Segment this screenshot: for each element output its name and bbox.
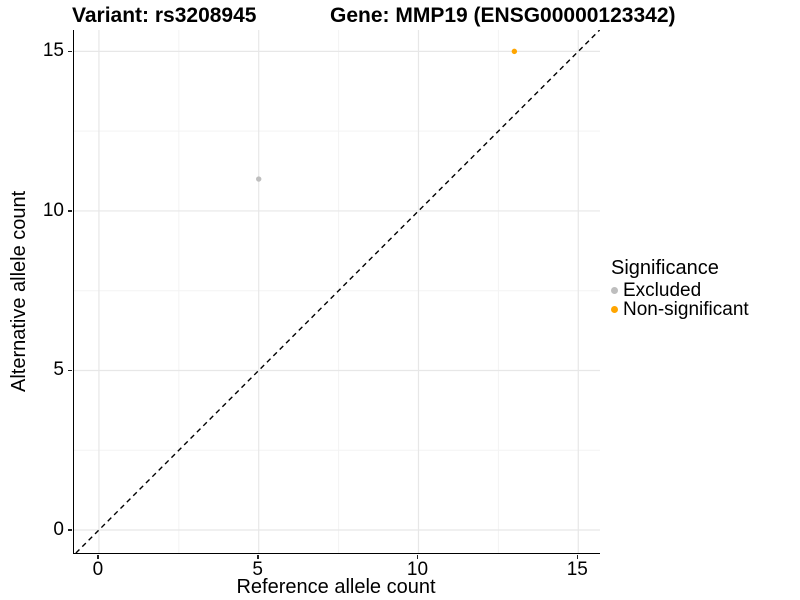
- legend-item-label: Excluded: [623, 280, 702, 301]
- excluded-swatch-icon: [611, 287, 618, 294]
- identity-dashed-line: [75, 30, 600, 553]
- data-point-non-significant: [511, 48, 518, 55]
- y-tick-label: 10: [42, 199, 64, 221]
- x-tick-mark: [257, 554, 259, 559]
- plot-panel: [73, 30, 600, 554]
- x-axis-title: Reference allele count: [236, 576, 436, 598]
- non-significant-swatch-icon: [611, 306, 618, 313]
- y-tick-mark: [67, 210, 72, 212]
- y-tick-label: 15: [42, 40, 64, 62]
- data-point-excluded: [256, 176, 262, 182]
- y-tick-mark: [67, 369, 72, 372]
- y-tick-mark: [67, 529, 72, 531]
- legend-item-excluded: Excluded: [611, 281, 749, 300]
- plot-title-gene: Gene: MMP19 (ENSG00000123342): [330, 4, 676, 27]
- x-tick-mark: [416, 554, 419, 559]
- x-tick-label: 15: [566, 559, 588, 580]
- x-tick-label: 0: [92, 559, 104, 580]
- plot-area: [74, 30, 600, 553]
- legend-title: Significance: [611, 257, 719, 279]
- x-tick-mark: [576, 554, 579, 559]
- y-tick-label: 5: [53, 359, 64, 381]
- y-axis-title: Alternative allele count: [8, 190, 30, 393]
- y-tick-mark: [67, 50, 72, 53]
- legend-item-label: Non-significant: [623, 299, 749, 320]
- y-tick-label: 0: [53, 519, 64, 541]
- x-tick-mark: [97, 554, 99, 559]
- legend-item-non-significant: Non-significant: [611, 300, 749, 319]
- x-tick-label: 5: [252, 559, 263, 580]
- legend: Significance Excluded Non-significant: [611, 256, 749, 319]
- x-tick-label: 10: [406, 559, 429, 580]
- plot-title-variant: Variant: rs3208945: [72, 4, 257, 27]
